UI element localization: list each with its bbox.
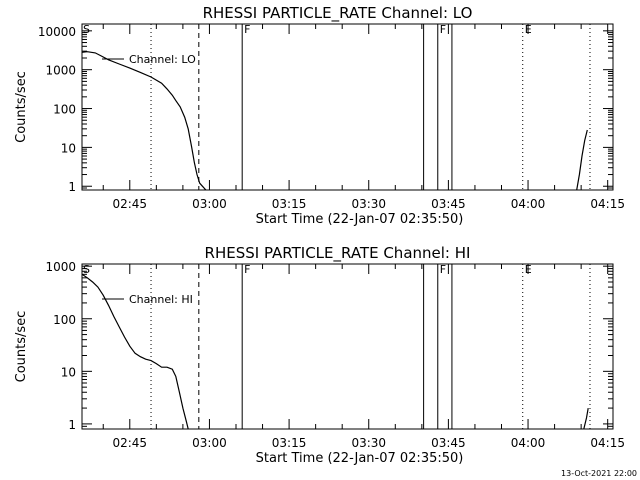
y-tick-label: 1 [68, 418, 76, 432]
event-marker-label: F [244, 23, 250, 36]
plot-frame [81, 23, 614, 191]
y-tick-label: 1 [68, 180, 76, 194]
x-tick-label: 03:30 [351, 436, 386, 450]
chart-panel-hi: RHESSI PARTICLE_RATE Channel: HI 1 10 100 10… [14, 244, 625, 466]
x-tick-label: 02:45 [112, 436, 147, 450]
y-tick-label: 10 [61, 365, 76, 379]
x-tick-label: 04:00 [511, 436, 546, 450]
x-tick-label: 04:15 [590, 436, 625, 450]
y-axis-label: Counts/sec [14, 311, 29, 383]
x-tick-label: 03:45 [431, 197, 466, 211]
x-tick-label: 03:00 [192, 197, 227, 211]
y-axis-label: Counts/sec [14, 71, 29, 143]
data-series-line [583, 407, 589, 430]
event-marker-label: F [440, 263, 446, 276]
x-tick-label: 04:00 [511, 197, 546, 211]
event-marker-label: E [525, 263, 532, 276]
event-marker-label: F [440, 23, 446, 36]
x-tick-label: 03:30 [351, 197, 386, 211]
plot-timestamp: 13-Oct-2021 22:00 [561, 469, 637, 478]
x-tick-label: 03:45 [431, 436, 466, 450]
legend-label: Channel: LO [129, 53, 196, 66]
x-tick-label: 02:45 [112, 197, 147, 211]
y-tick-label: 1000 [45, 260, 76, 274]
chart-title: RHESSI PARTICLE_RATE Channel: HI [205, 244, 471, 263]
start-marker-label: S [83, 23, 90, 36]
legend-label: Channel: HI [129, 293, 193, 306]
event-marker-label: E [525, 23, 532, 36]
event-marker-label: F [244, 263, 250, 276]
plot-frame [81, 263, 614, 430]
data-series-line [81, 51, 207, 191]
y-tick-label: 10 [61, 141, 76, 155]
x-tick-label: 04:15 [590, 197, 625, 211]
data-series-line [81, 273, 189, 430]
y-tick-label: 1000 [45, 64, 76, 78]
data-series-line [576, 129, 588, 191]
start-marker-label: S [83, 263, 90, 276]
y-tick-label: 100 [53, 103, 76, 117]
y-tick-label: 10000 [38, 25, 76, 39]
chart-panel-lo: RHESSI PARTICLE_RATE Channel: LO 1 10 100 10… [14, 4, 625, 227]
x-axis-label: Start Time (22-Jan-07 02:35:50) [256, 212, 464, 227]
x-tick-label: 03:15 [272, 436, 307, 450]
y-tick-label: 100 [53, 313, 76, 327]
x-tick-label: 03:15 [272, 197, 307, 211]
x-tick-label: 03:00 [192, 436, 227, 450]
chart-title: RHESSI PARTICLE_RATE Channel: LO [203, 4, 473, 23]
x-axis-label: Start Time (22-Jan-07 02:35:50) [256, 451, 464, 466]
